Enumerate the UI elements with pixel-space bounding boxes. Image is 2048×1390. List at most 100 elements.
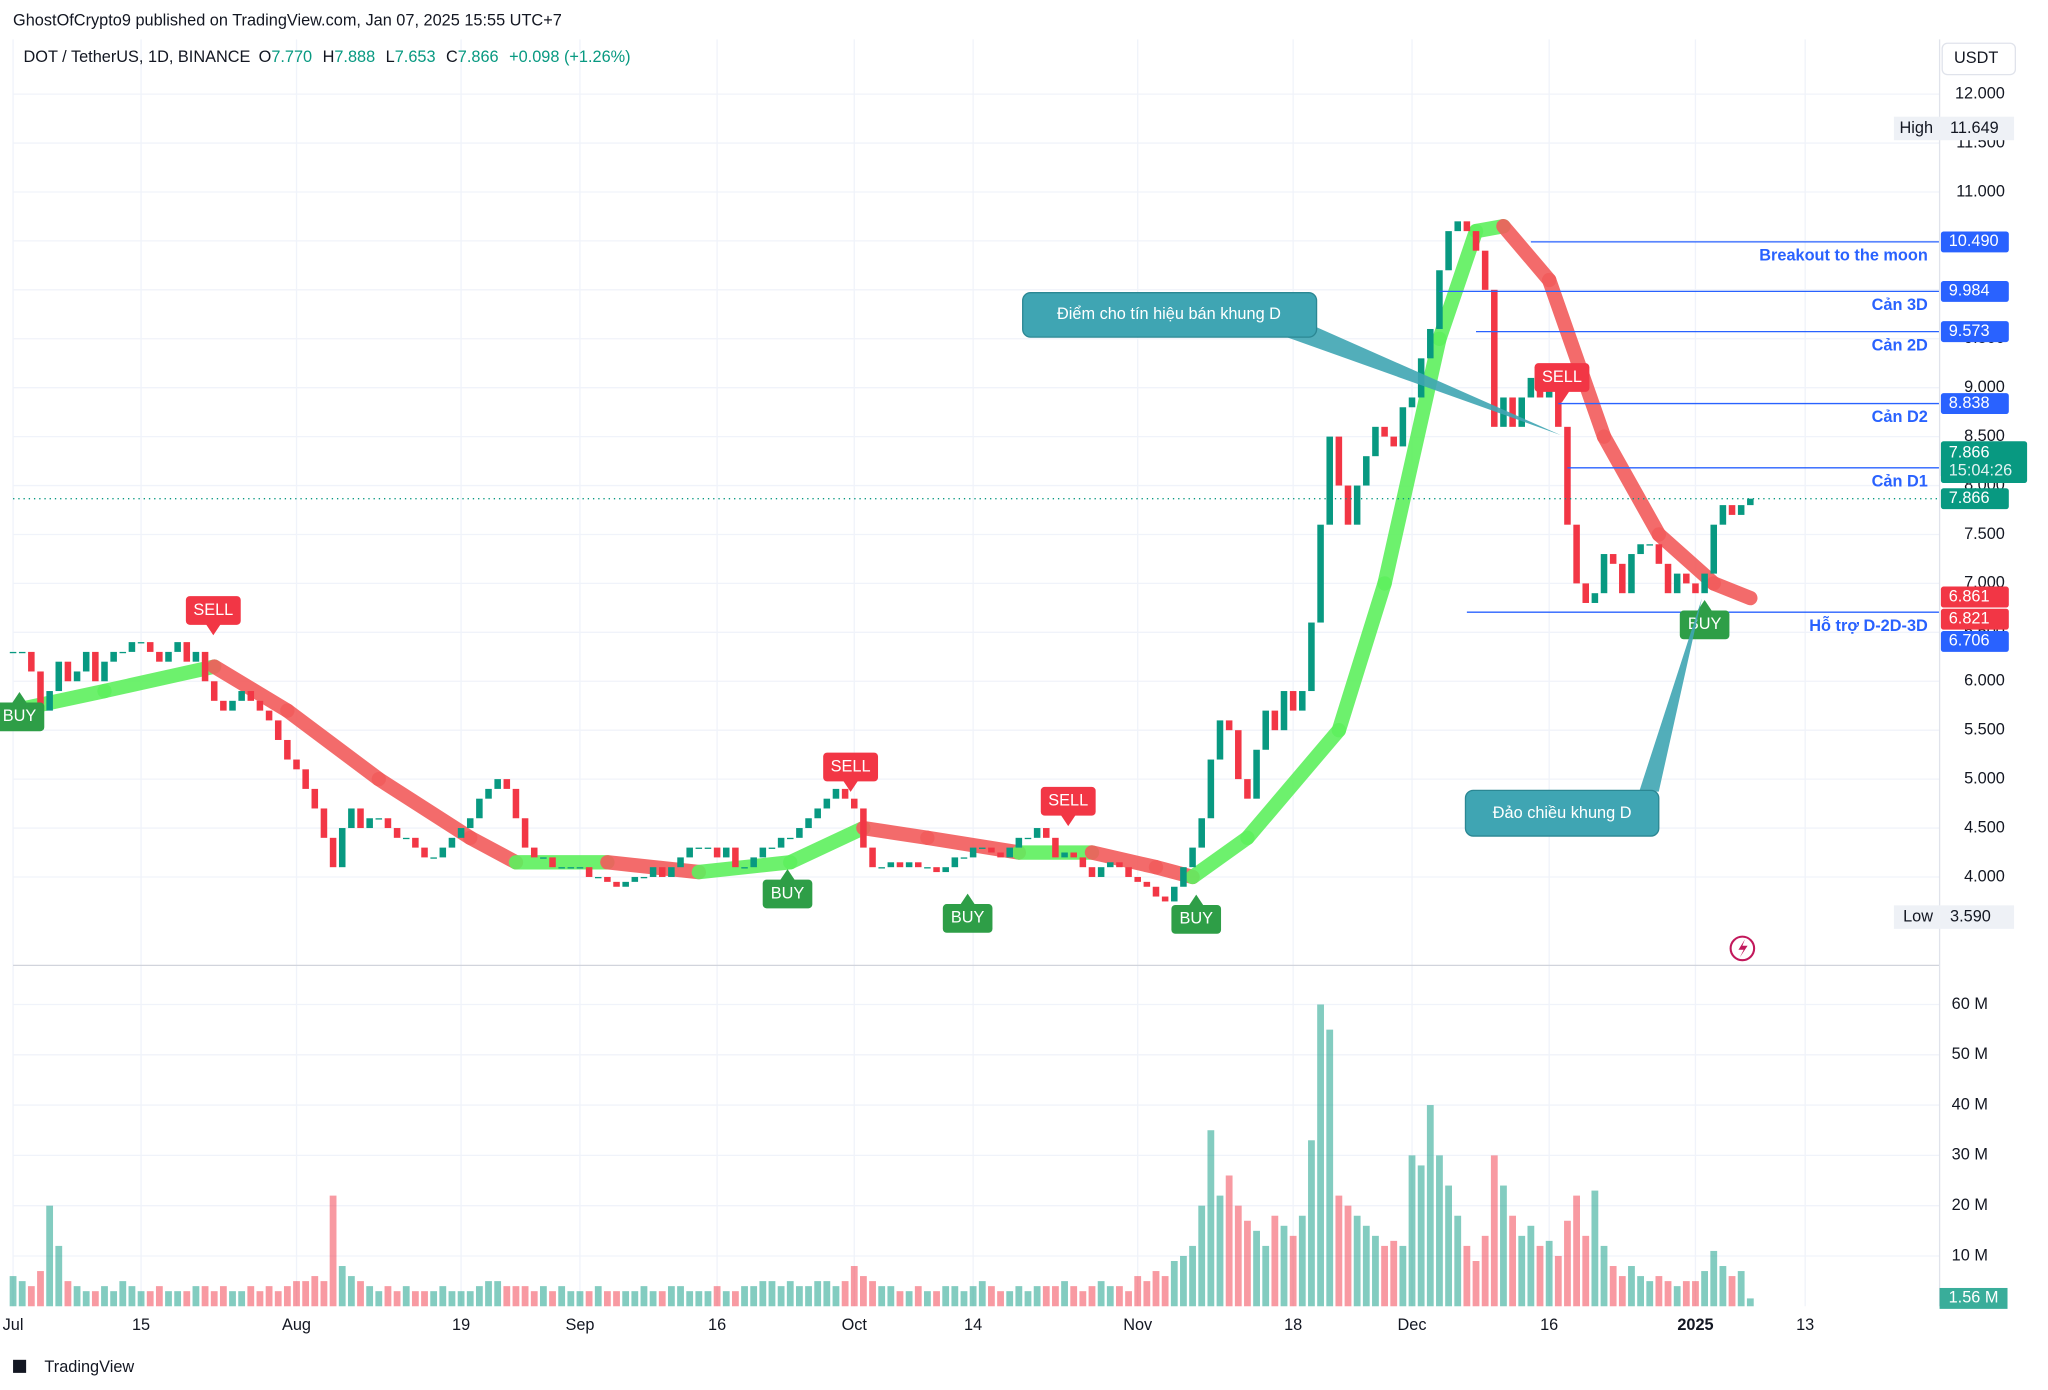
- price-tag: [1940, 321, 2009, 343]
- volume-bar: [1545, 1240, 1553, 1307]
- price-tag-label: 6.821: [1949, 610, 1990, 628]
- volume-bar: [631, 1291, 639, 1307]
- volume-bar: [1189, 1245, 1196, 1307]
- candle-body: [1454, 221, 1461, 232]
- volume-bar: [1253, 1230, 1260, 1307]
- volume-bar: [430, 1291, 438, 1307]
- candle-body: [805, 818, 812, 829]
- volume-bar: [1079, 1291, 1087, 1307]
- candle-body: [128, 642, 136, 652]
- signal-pointer: [1554, 390, 1570, 403]
- price-tag: [1940, 231, 2009, 253]
- level-name: Cản D2: [1872, 408, 1928, 426]
- volume-bar: [741, 1286, 748, 1307]
- volume-bar: [933, 1291, 940, 1307]
- signal-box: [1040, 786, 1096, 816]
- candle-body: [786, 837, 794, 840]
- candle-body: [1573, 524, 1580, 584]
- volume-bar: [521, 1286, 529, 1307]
- volume-bar: [1673, 1286, 1681, 1307]
- volume-bar: [512, 1286, 520, 1307]
- alert-icon[interactable]: [1729, 935, 1756, 962]
- candle-body: [393, 828, 401, 838]
- volume-bar: [448, 1291, 456, 1307]
- volume-bar: [869, 1281, 876, 1307]
- volume-bar: [1490, 1155, 1498, 1307]
- signal-label: BUY: [3, 707, 37, 725]
- signal-box: [762, 879, 813, 909]
- volume-bar: [1692, 1281, 1699, 1307]
- currency-box[interactable]: [1941, 42, 2016, 76]
- y-tick-label: 12.000: [1955, 84, 2005, 102]
- volume-bar: [576, 1291, 584, 1307]
- candle-body: [887, 862, 895, 868]
- ohlc-key: H: [323, 48, 335, 66]
- volume-bar: [1289, 1235, 1297, 1307]
- volume-bar: [338, 1266, 346, 1307]
- currency[interactable]: USDT: [1954, 49, 1998, 67]
- y-tick-label: 11.000: [1956, 182, 2005, 200]
- callout-pointer: [1286, 326, 1561, 436]
- brand-name: TradingView: [44, 1358, 134, 1376]
- volume-bar: [165, 1291, 172, 1307]
- candle-body: [1719, 505, 1727, 525]
- candle-body: [1491, 289, 1498, 427]
- volume-tag: [1939, 1287, 2008, 1309]
- volume-bar: [174, 1291, 182, 1307]
- volume-bar: [1234, 1205, 1242, 1307]
- volume-bar: [1216, 1195, 1224, 1307]
- volume-bar: [704, 1291, 712, 1307]
- price-tag-label: 6.861: [1949, 587, 1990, 605]
- candle-body: [640, 876, 648, 879]
- candle-body: [713, 847, 721, 858]
- candle-body: [110, 651, 117, 662]
- volume-bar: [823, 1281, 831, 1307]
- volume-bar: [457, 1291, 465, 1307]
- volume-bar: [1582, 1235, 1590, 1307]
- candle-body: [1683, 573, 1690, 584]
- volume-bar: [1436, 1155, 1443, 1307]
- candle-body: [1088, 867, 1096, 877]
- candle-body: [192, 651, 200, 662]
- volume-bar: [439, 1286, 447, 1307]
- candle-body: [457, 828, 465, 838]
- volume-bar: [1161, 1276, 1169, 1307]
- candle-body: [412, 837, 419, 848]
- volume-bar: [1600, 1245, 1608, 1307]
- ohlc-change: +0.098 (+1.26%): [509, 48, 631, 66]
- volume-bar: [1106, 1286, 1114, 1307]
- volume-tick-label: 20 M: [1952, 1196, 1988, 1214]
- candle-body: [1445, 231, 1452, 271]
- volume-bar: [1152, 1271, 1160, 1307]
- candle-body: [1289, 691, 1297, 711]
- volume-tick-label: 10 M: [1952, 1246, 1988, 1264]
- volume-bar: [1463, 1245, 1471, 1307]
- volume-bar: [1070, 1286, 1078, 1307]
- candle-body: [311, 788, 319, 809]
- candle-body: [1518, 397, 1526, 427]
- volume-bar: [1454, 1215, 1462, 1307]
- signal-label: SELL: [831, 757, 871, 775]
- candle-body: [348, 808, 355, 829]
- candle-body: [704, 847, 712, 849]
- volume-bar: [1335, 1195, 1343, 1307]
- volume-bar: [777, 1286, 785, 1307]
- y-tick-label: 4.000: [1964, 867, 2005, 885]
- volume-tick-label: 30 M: [1952, 1146, 1988, 1164]
- volume-bar: [850, 1266, 858, 1307]
- volume-bar: [558, 1286, 566, 1307]
- price-tag-label: 10.490: [1949, 232, 1999, 250]
- ribbon-segment: [1331, 576, 1392, 738]
- volume-bar: [887, 1286, 895, 1307]
- candle-body: [741, 867, 748, 869]
- candle-body: [1372, 426, 1379, 457]
- volume-bar: [366, 1286, 374, 1307]
- volume-pane: [9, 1004, 1754, 1307]
- volume-bar: [1244, 1220, 1251, 1307]
- y-tick-label: 6.000: [1964, 672, 2005, 690]
- volume-bar: [759, 1281, 767, 1307]
- volume-bar: [1042, 1286, 1050, 1307]
- signal-box: [185, 596, 241, 625]
- candle-body: [1116, 862, 1123, 868]
